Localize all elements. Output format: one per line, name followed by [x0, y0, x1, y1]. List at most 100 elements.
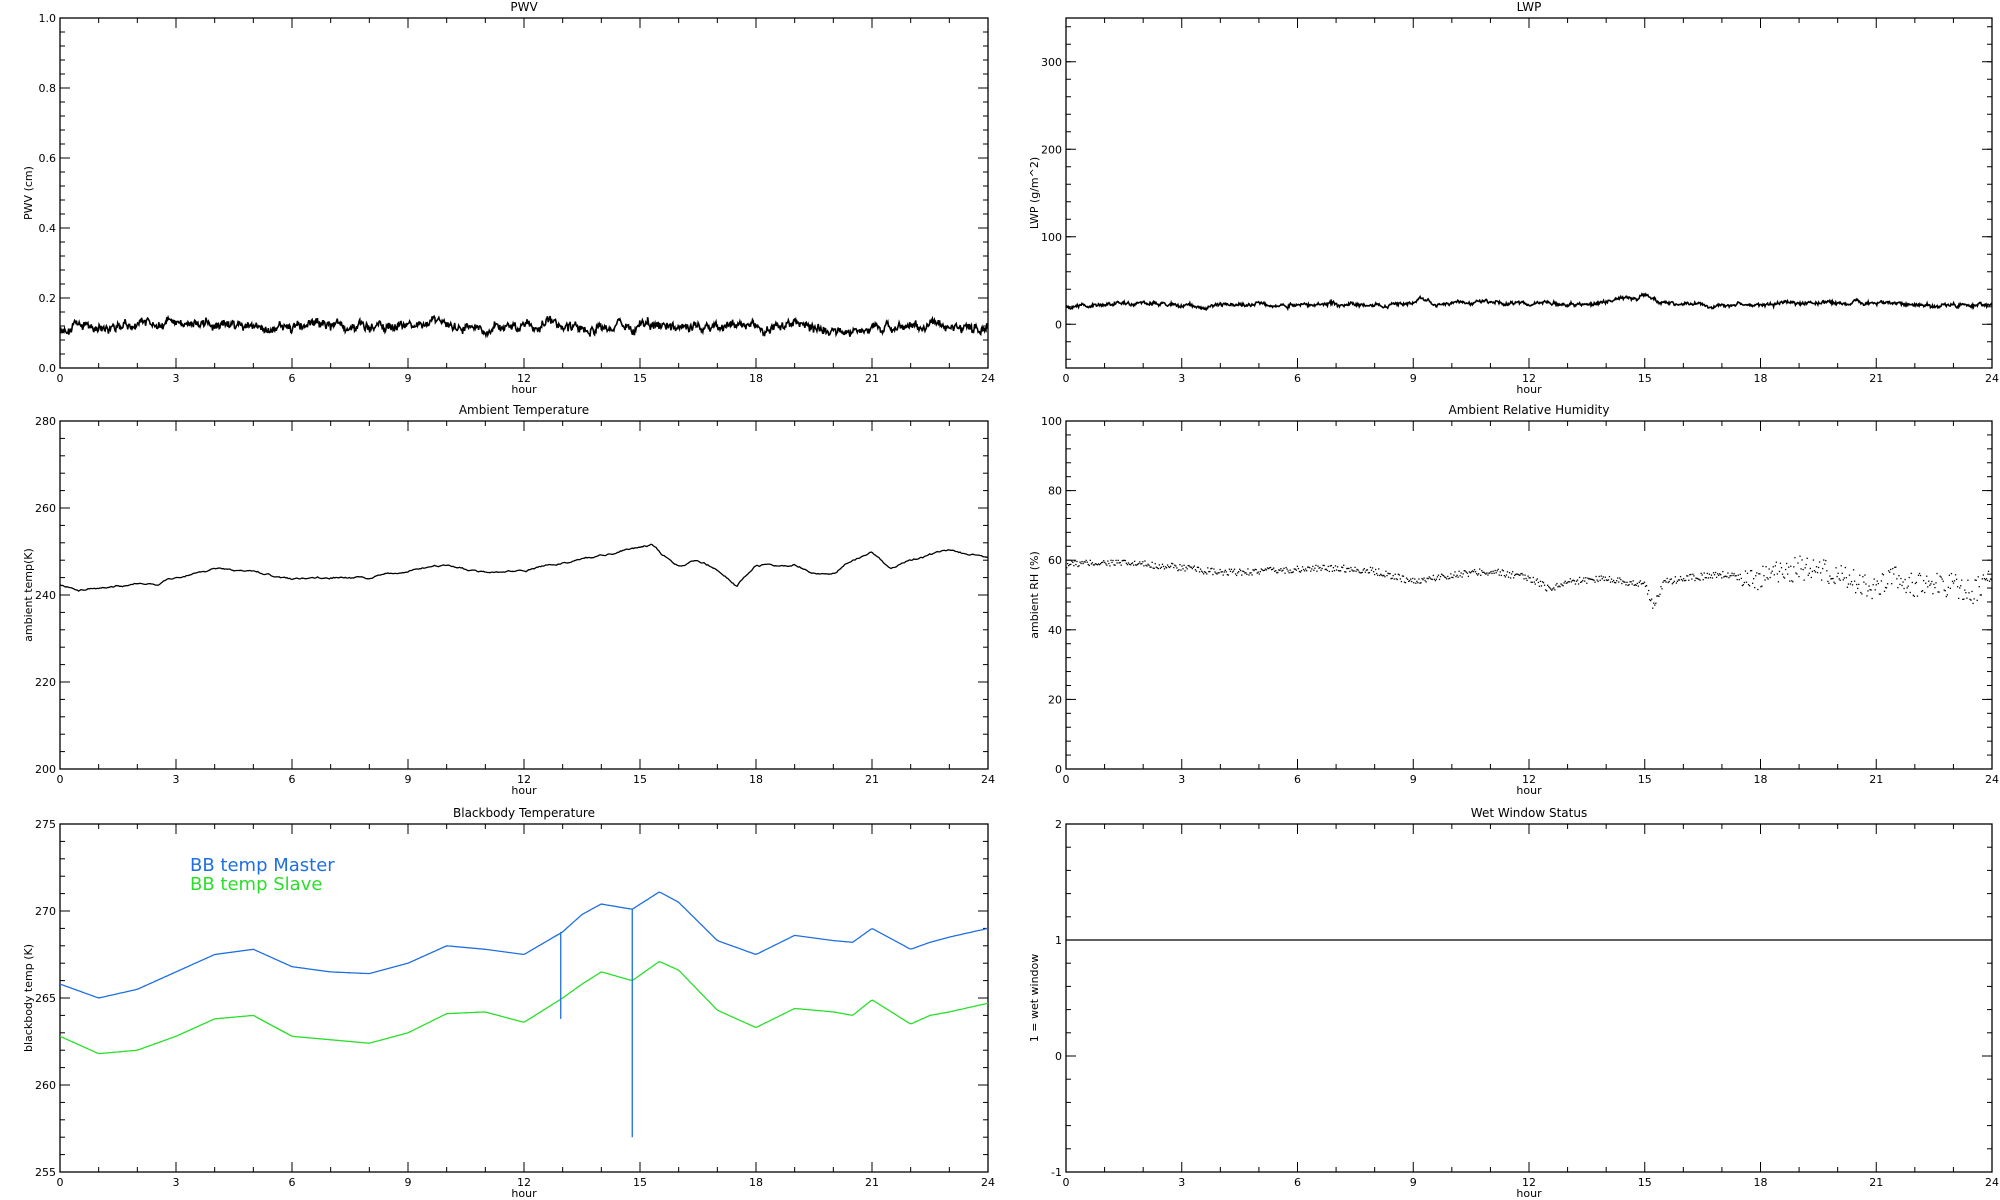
data-point: [1583, 577, 1585, 579]
data-point: [1639, 580, 1642, 582]
data-point: [1768, 568, 1770, 570]
data-point: [1448, 578, 1450, 580]
data-point: [1102, 561, 1104, 563]
data-point: [1404, 581, 1407, 584]
data-point: [1738, 579, 1740, 581]
data-point: [1904, 578, 1906, 581]
data-point: [1331, 570, 1334, 572]
data-point: [1559, 586, 1561, 588]
y-tick-label: 20: [1048, 693, 1062, 706]
data-point: [1631, 583, 1633, 585]
data-point: [1420, 582, 1422, 584]
data-point: [1231, 571, 1234, 573]
data-point: [1748, 585, 1751, 587]
x-axis-label: hour: [1516, 1187, 1542, 1200]
data-point: [1312, 565, 1314, 568]
data-point: [1411, 580, 1413, 583]
data-point: [1357, 569, 1359, 571]
data-point: [1386, 574, 1388, 577]
data-point: [1107, 560, 1109, 562]
data-point: [1714, 571, 1717, 574]
data-point: [1834, 582, 1836, 585]
data-point: [1353, 570, 1355, 572]
data-point: [1697, 578, 1699, 580]
y-tick-label: 200: [1041, 143, 1062, 156]
data-point: [1790, 565, 1792, 567]
data-point: [1276, 572, 1278, 574]
data-point: [1878, 593, 1880, 595]
data-point: [1681, 580, 1684, 582]
data-point: [1069, 563, 1071, 566]
data-point: [1232, 570, 1235, 572]
data-point: [1666, 577, 1668, 580]
data-point: [1963, 598, 1965, 600]
data-point: [1496, 570, 1498, 572]
data-point: [1314, 567, 1316, 569]
data-point: [1670, 578, 1672, 580]
chart-title: Blackbody Temperature: [453, 806, 595, 820]
data-point: [1884, 586, 1887, 589]
data-point: [1081, 560, 1083, 563]
data-point: [1458, 570, 1460, 572]
x-tick-label: 9: [405, 773, 412, 786]
data-point: [1383, 574, 1385, 577]
data-point: [1494, 569, 1496, 572]
data-point: [1447, 575, 1449, 578]
data-point: [1867, 590, 1869, 592]
x-tick-label: 24: [981, 372, 995, 385]
data-point: [1986, 579, 1989, 582]
data-point: [1571, 579, 1574, 582]
data-point: [1184, 570, 1186, 572]
data-point: [1087, 563, 1089, 566]
y-tick-label: 270: [35, 905, 56, 918]
data-point: [1230, 568, 1233, 571]
data-point: [1658, 595, 1660, 598]
y-tick-label: 220: [35, 676, 56, 689]
data-point: [1174, 564, 1176, 566]
data-point: [1911, 581, 1913, 584]
data-point: [1554, 589, 1556, 591]
data-point: [1671, 583, 1673, 585]
data-point: [1589, 578, 1591, 580]
data-point: [1307, 566, 1309, 568]
data-point: [1207, 567, 1209, 569]
x-tick-label: 3: [1178, 372, 1185, 385]
data-point: [1396, 578, 1398, 581]
data-point: [1696, 577, 1698, 580]
data-point: [1607, 579, 1610, 581]
data-point: [1892, 567, 1894, 570]
data-point: [1181, 565, 1183, 567]
data-point: [1883, 590, 1886, 592]
x-tick-label: 12: [517, 372, 531, 385]
data-point: [1106, 564, 1108, 566]
data-point: [1173, 566, 1175, 569]
data-point: [1575, 580, 1578, 582]
data-point: [1787, 573, 1789, 575]
y-axis-label: ambient temp(K): [22, 548, 35, 642]
data-point: [1320, 569, 1322, 571]
data-point: [1434, 579, 1437, 582]
data-point: [1103, 560, 1105, 562]
y-tick-label: 2: [1055, 818, 1062, 831]
data-point: [1744, 570, 1747, 572]
y-tick-label: 100: [1041, 415, 1062, 428]
data-point: [1188, 565, 1190, 567]
data-point: [1825, 559, 1827, 562]
data-point: [1638, 581, 1640, 584]
data-point: [1406, 578, 1409, 581]
data-point: [1747, 583, 1750, 586]
data-point: [1896, 578, 1898, 580]
data-point: [1569, 578, 1571, 580]
data-point: [1826, 570, 1828, 572]
series-line: [60, 961, 988, 1055]
data-point: [1593, 579, 1595, 581]
data-point: [1660, 586, 1662, 588]
data-point: [1972, 602, 1974, 605]
data-point: [1829, 575, 1831, 577]
x-axis-label: hour: [511, 784, 537, 797]
data-point: [1961, 579, 1963, 581]
data-point: [1555, 584, 1557, 586]
x-tick-label: 24: [1985, 1176, 1999, 1189]
data-point: [1324, 568, 1326, 571]
